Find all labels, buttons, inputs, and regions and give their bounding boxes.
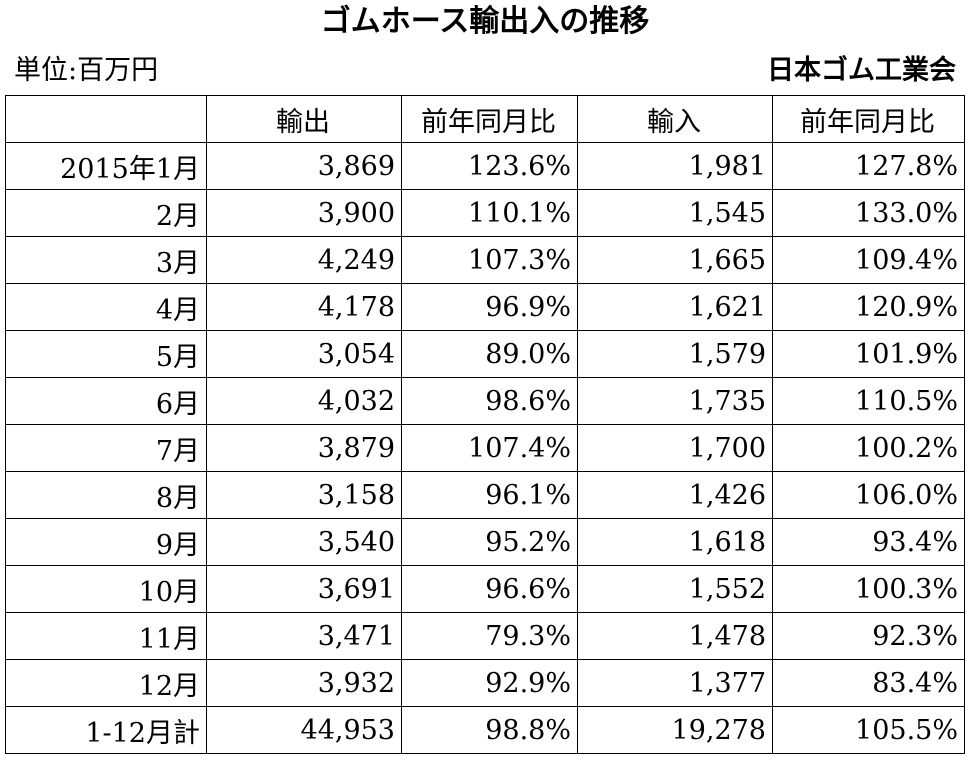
import-value-cell: 1,545: [577, 189, 773, 237]
import-value-cell: 1,735: [577, 377, 773, 425]
export-value-cell: 3,054: [206, 330, 402, 378]
table-row: 3月 4,249 107.3% 1,665 109.4%: [5, 236, 965, 284]
table-row: 11月 3,471 79.3% 1,478 92.3%: [5, 612, 965, 660]
import-yoy-cell: 105.5%: [772, 706, 965, 754]
source-label: 日本ゴム工業会: [767, 55, 956, 86]
row-period-cell: 9月: [5, 518, 207, 566]
table-row: 2月 3,900 110.1% 1,545 133.0%: [5, 189, 965, 237]
export-value-cell: 4,178: [206, 283, 402, 331]
import-value-cell: 1,665: [577, 236, 773, 284]
header-period: [5, 95, 207, 143]
table-body: 2015年1月 3,869 123.6% 1,981 127.8% 2月 3,900 110.…: [5, 142, 965, 754]
export-yoy-cell: 110.1%: [401, 189, 578, 237]
row-period-cell: 10月: [5, 565, 207, 613]
export-value-cell: 4,032: [206, 377, 402, 425]
import-yoy-cell: 100.3%: [772, 565, 965, 613]
export-value-cell: 3,900: [206, 189, 402, 237]
table-row: 6月 4,032 98.6% 1,735 110.5%: [5, 377, 965, 425]
import-value-cell: 1,552: [577, 565, 773, 613]
import-yoy-cell: 92.3%: [772, 612, 965, 660]
export-yoy-cell: 107.4%: [401, 424, 578, 472]
unit-label: 単位:百万円: [14, 55, 159, 86]
row-period-cell: 7月: [5, 424, 207, 472]
export-yoy-cell: 92.9%: [401, 659, 578, 707]
row-period-cell: 11月: [5, 612, 207, 660]
row-period-cell: 2月: [5, 189, 207, 237]
import-value-cell: 19,278: [577, 706, 773, 754]
table-row: 7月 3,879 107.4% 1,700 100.2%: [5, 424, 965, 472]
table-row: 12月 3,932 92.9% 1,377 83.4%: [5, 659, 965, 707]
export-yoy-cell: 96.1%: [401, 471, 578, 519]
import-yoy-cell: 109.4%: [772, 236, 965, 284]
export-yoy-cell: 123.6%: [401, 142, 578, 190]
row-period-cell: 3月: [5, 236, 207, 284]
export-yoy-cell: 79.3%: [401, 612, 578, 660]
import-value-cell: 1,377: [577, 659, 773, 707]
header-import-yoy: 前年同月比: [772, 95, 965, 143]
table-row: 1-12月計 44,953 98.8% 19,278 105.5%: [5, 706, 965, 754]
hose-trade-table: 輸出 前年同月比 輸入 前年同月比 2015年1月 3,869 123.6% 1,98…: [5, 95, 965, 754]
import-yoy-cell: 106.0%: [772, 471, 965, 519]
header-import: 輸入: [577, 95, 773, 143]
export-value-cell: 3,879: [206, 424, 402, 472]
export-yoy-cell: 96.9%: [401, 283, 578, 331]
export-yoy-cell: 95.2%: [401, 518, 578, 566]
row-period-cell: 8月: [5, 471, 207, 519]
import-value-cell: 1,618: [577, 518, 773, 566]
row-period-cell: 5月: [5, 330, 207, 378]
table-row: 2015年1月 3,869 123.6% 1,981 127.8%: [5, 142, 965, 190]
import-yoy-cell: 100.2%: [772, 424, 965, 472]
import-value-cell: 1,700: [577, 424, 773, 472]
table-row: 5月 3,054 89.0% 1,579 101.9%: [5, 330, 965, 378]
row-period-cell: 2015年1月: [5, 142, 207, 190]
export-value-cell: 44,953: [206, 706, 402, 754]
import-value-cell: 1,478: [577, 612, 773, 660]
import-yoy-cell: 93.4%: [772, 518, 965, 566]
import-yoy-cell: 101.9%: [772, 330, 965, 378]
export-value-cell: 3,869: [206, 142, 402, 190]
import-value-cell: 1,621: [577, 283, 773, 331]
import-value-cell: 1,579: [577, 330, 773, 378]
table-row: 8月 3,158 96.1% 1,426 106.0%: [5, 471, 965, 519]
row-period-cell: 4月: [5, 283, 207, 331]
import-yoy-cell: 83.4%: [772, 659, 965, 707]
row-period-cell: 12月: [5, 659, 207, 707]
row-period-cell: 6月: [5, 377, 207, 425]
table-row: 4月 4,178 96.9% 1,621 120.9%: [5, 283, 965, 331]
export-yoy-cell: 96.6%: [401, 565, 578, 613]
export-yoy-cell: 98.8%: [401, 706, 578, 754]
export-yoy-cell: 107.3%: [401, 236, 578, 284]
import-value-cell: 1,981: [577, 142, 773, 190]
export-value-cell: 3,540: [206, 518, 402, 566]
import-yoy-cell: 120.9%: [772, 283, 965, 331]
export-yoy-cell: 89.0%: [401, 330, 578, 378]
import-yoy-cell: 127.8%: [772, 142, 965, 190]
row-period-cell: 1-12月計: [5, 706, 207, 754]
table-row: 9月 3,540 95.2% 1,618 93.4%: [5, 518, 965, 566]
table-header-row: 輸出 前年同月比 輸入 前年同月比: [5, 95, 965, 143]
header-export: 輸出: [206, 95, 402, 143]
export-value-cell: 3,691: [206, 565, 402, 613]
import-yoy-cell: 133.0%: [772, 189, 965, 237]
header-export-yoy: 前年同月比: [401, 95, 578, 143]
export-value-cell: 3,932: [206, 659, 402, 707]
export-yoy-cell: 98.6%: [401, 377, 578, 425]
import-yoy-cell: 110.5%: [772, 377, 965, 425]
import-value-cell: 1,426: [577, 471, 773, 519]
export-value-cell: 3,471: [206, 612, 402, 660]
page-title: ゴムホース輸出入の推移: [320, 4, 650, 39]
table-row: 10月 3,691 96.6% 1,552 100.3%: [5, 565, 965, 613]
export-value-cell: 4,249: [206, 236, 402, 284]
export-value-cell: 3,158: [206, 471, 402, 519]
